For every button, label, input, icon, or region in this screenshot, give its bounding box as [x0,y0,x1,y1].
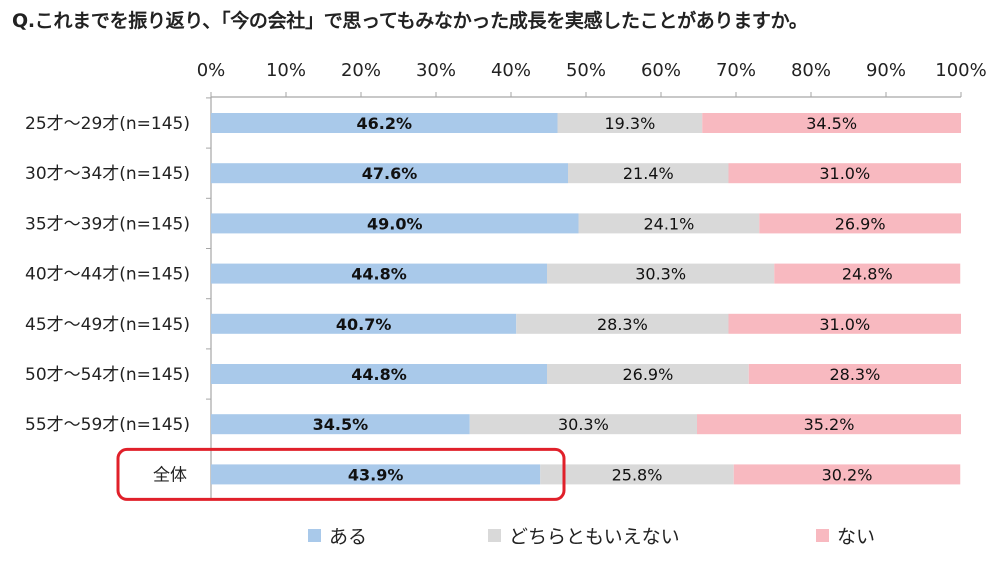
data-label: 30.3% [635,265,686,284]
legend-swatch-dochira [488,529,501,542]
x-tick-label: 60% [641,60,681,81]
bar-segment [697,414,961,435]
data-label: 28.3% [829,365,880,384]
bar-segment [578,213,760,234]
bar-segment [211,414,470,435]
bar-segment [774,263,961,284]
bar-segment [568,163,729,184]
data-label: 31.0% [819,315,870,334]
bar-segment [728,163,961,184]
x-tick-label: 80% [791,60,831,81]
data-label: 44.8% [351,365,407,384]
x-tick-label: 70% [716,60,756,81]
data-label: 49.0% [367,214,423,233]
legend-item-aru: ある [308,522,367,549]
x-tick-label: 50% [566,60,606,81]
legend-label-nai: ない [837,526,876,548]
x-tick-label: 40% [491,60,531,81]
data-label: 34.5% [313,415,369,434]
bar-segment [211,464,541,485]
data-label: 43.9% [348,465,404,484]
legend-item-nai: ない [816,522,875,549]
data-label: 44.8% [351,265,407,284]
category-label: 30才～34才(n=145) [25,164,190,184]
category-label: 25才～29才(n=145) [25,114,190,134]
data-label: 40.7% [336,315,392,334]
bar-segment [516,313,729,334]
data-label: 19.3% [604,114,655,133]
bar-segment [547,364,749,384]
data-label: 28.3% [597,315,648,334]
stacked-bar-chart: 0% 10% 20% 30% 40% 50% 60% 70% 80% 90% 100% 25才～29才… [25,60,987,501]
chart-title: Q.これまでを振り返り、「今の会社」で思ってもみなかった成長を実感したことがあり… [12,10,808,32]
category-label: 全体 [153,465,187,485]
data-label: 47.6% [362,164,418,183]
category-label: 50才～54才(n=145) [25,365,190,385]
data-label: 21.4% [623,164,674,183]
bar-segment [540,464,734,485]
bar-segment [759,213,961,234]
category-label: 45才～49才(n=145) [25,315,190,335]
data-label: 24.8% [842,265,893,284]
bar-segment [547,263,775,284]
category-label: 40才～44才(n=145) [25,265,190,285]
data-label: 30.3% [558,415,609,434]
bar-segment [211,113,558,133]
data-label: 26.9% [835,214,886,233]
bar-segment [748,364,961,384]
data-label: 46.2% [356,114,412,133]
data-label: 25.8% [612,465,663,484]
data-label: 31.0% [819,164,870,183]
legend-swatch-aru [308,529,321,542]
bar-segment [733,464,961,485]
category-label: 35才～39才(n=145) [25,214,190,234]
x-tick-label: 90% [866,60,906,81]
bar-segment [211,313,517,334]
bar-segment [211,263,547,284]
x-tick-label: 30% [416,60,456,81]
bar-segment [702,113,961,133]
category-label: 55才～59才(n=145) [25,415,190,435]
x-tick-label: 10% [266,60,306,81]
legend: ある どちらともいえない ない [0,522,1004,552]
bar-segment [728,313,961,334]
bar-segment [211,364,547,384]
data-label: 24.1% [643,214,694,233]
bar-segment [211,163,568,184]
data-label: 34.5% [806,114,857,133]
legend-item-dochira: どちらともいえない [488,522,680,549]
highlight-box [116,447,566,501]
bar-segment [469,414,697,435]
x-tick-label: 0% [197,60,226,81]
bar-segment [557,113,703,133]
legend-swatch-nai [816,529,829,542]
x-tick-label: 20% [341,60,381,81]
x-tick-label: 100% [935,60,986,81]
bar-segment [211,213,579,234]
legend-label-aru: ある [329,526,368,548]
data-label: 30.2% [822,465,873,484]
data-label: 26.9% [622,365,673,384]
data-label: 35.2% [804,415,855,434]
legend-label-dochira: どちらともいえない [509,526,680,548]
